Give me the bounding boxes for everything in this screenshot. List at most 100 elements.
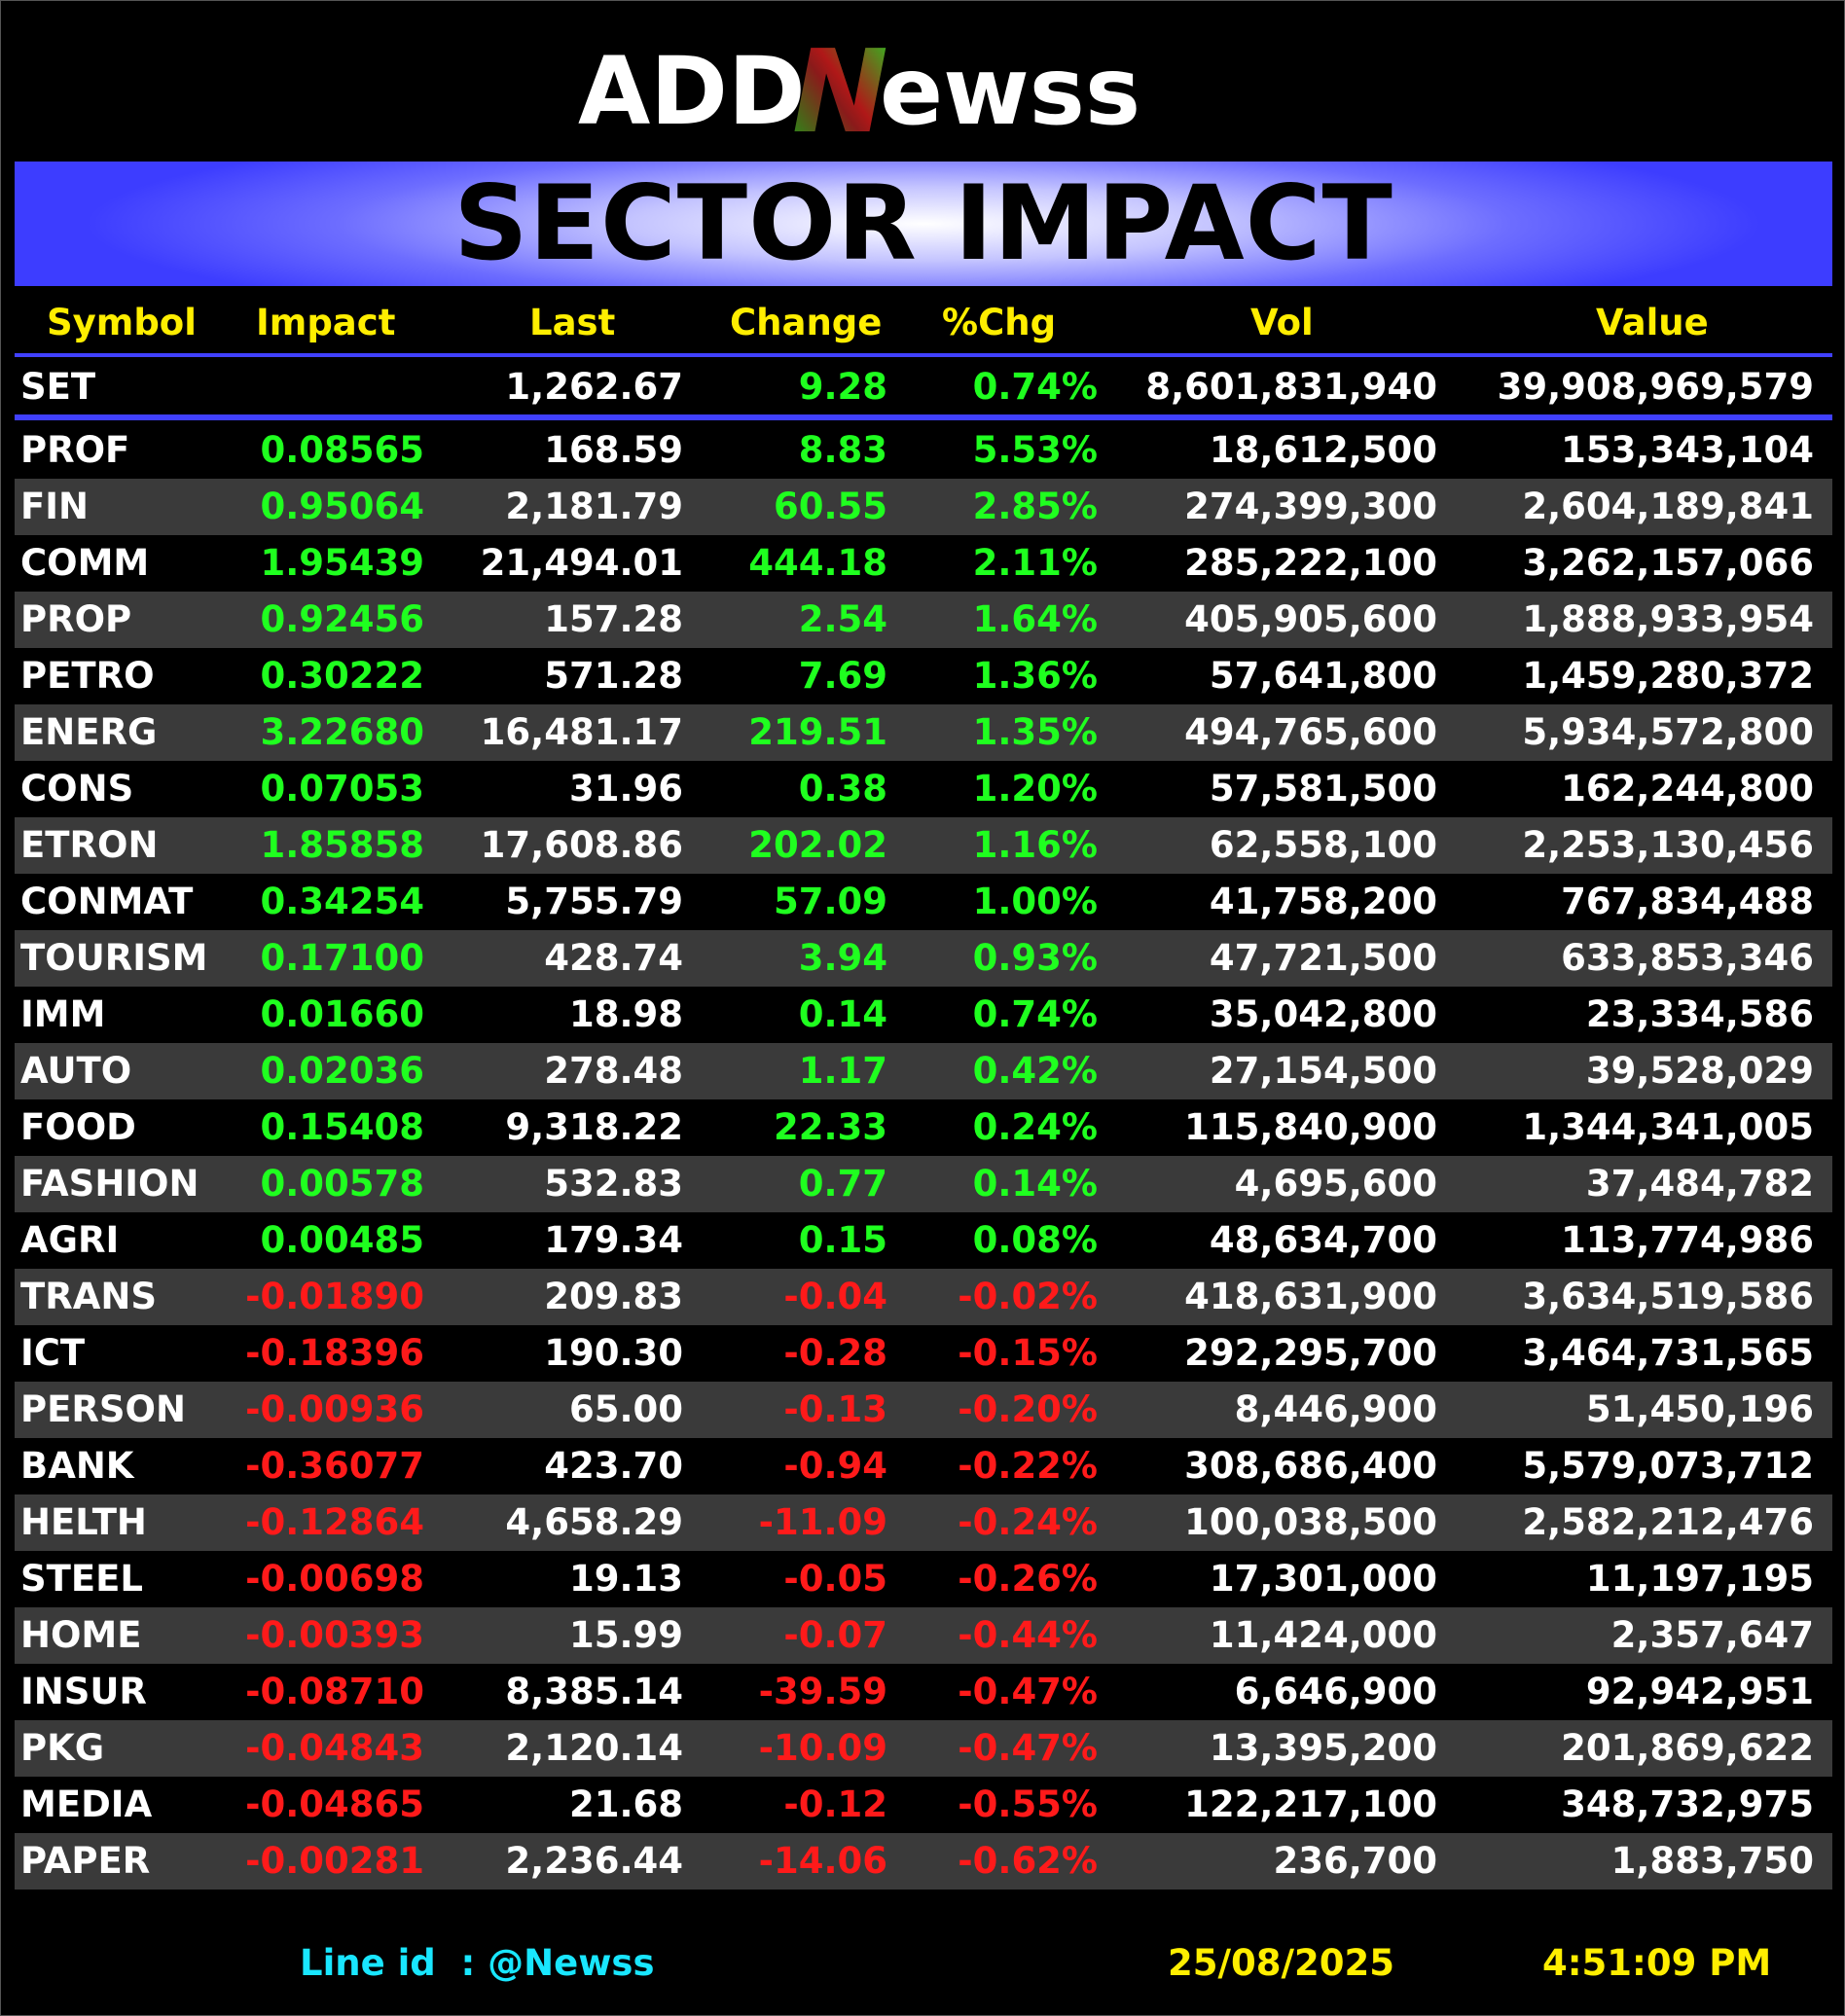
cell-last: 532.83 xyxy=(544,1163,683,1205)
cell-value: 39,908,969,579 xyxy=(1497,366,1814,408)
cell-vol: 11,424,000 xyxy=(1209,1614,1437,1656)
cell-impact: -0.00698 xyxy=(245,1558,424,1600)
table-row: PETRO 0.30222 571.28 7.69 1.36% 57,641,800 1,4… xyxy=(15,648,1832,704)
table-row: INSUR -0.08710 8,385.14 -39.59 -0.47% 6,646,9… xyxy=(15,1664,1832,1720)
banner-title: SECTOR IMPACT xyxy=(453,163,1393,283)
logo-text-add: ADD xyxy=(578,37,806,141)
cell-last: 571.28 xyxy=(544,655,683,697)
cell-last: 15.99 xyxy=(568,1614,683,1656)
cell-last: 19.13 xyxy=(568,1558,683,1600)
cell-pct-change: 2.85% xyxy=(972,486,1098,527)
cell-pct-change: -0.44% xyxy=(958,1614,1098,1656)
table-row: FIN 0.95064 2,181.79 60.55 2.85% 274,399,300 2… xyxy=(15,479,1832,535)
cell-value: 153,343,104 xyxy=(1561,429,1814,471)
logo-text-ewss: ewss xyxy=(880,37,1140,141)
cell-vol: 47,721,500 xyxy=(1209,937,1437,979)
table-row: HELTH -0.12864 4,658.29 -11.09 -0.24% 100,038… xyxy=(15,1494,1832,1551)
cell-change: 2.54 xyxy=(798,598,887,640)
cell-impact: 0.02036 xyxy=(260,1050,424,1092)
cell-change: 1.17 xyxy=(798,1050,887,1092)
cell-value: 51,450,196 xyxy=(1585,1388,1814,1430)
table-row: TRANS -0.01890 209.83 -0.04 -0.02% 418,631,90… xyxy=(15,1269,1832,1325)
cell-vol: 4,695,600 xyxy=(1234,1163,1437,1205)
table-row: PROP 0.92456 157.28 2.54 1.64% 405,905,600 1,8… xyxy=(15,592,1832,648)
header-value: Value xyxy=(1596,302,1709,343)
cell-symbol: IMM xyxy=(20,993,106,1035)
cell-symbol: PKG xyxy=(20,1727,105,1769)
table-row: STEEL -0.00698 19.13 -0.05 -0.26% 17,301,000 1… xyxy=(15,1551,1832,1607)
cell-value: 3,634,519,586 xyxy=(1522,1276,1814,1317)
cell-pct-change: -0.47% xyxy=(958,1671,1098,1712)
cell-vol: 100,038,500 xyxy=(1184,1501,1437,1543)
cell-pct-change: -0.02% xyxy=(958,1276,1098,1317)
cell-impact: 0.92456 xyxy=(260,598,424,640)
cell-last: 157.28 xyxy=(544,598,683,640)
cell-pct-change: 0.08% xyxy=(972,1219,1098,1261)
cell-impact: 3.22680 xyxy=(260,711,424,753)
header-rule xyxy=(15,353,1832,357)
cell-value: 5,934,572,800 xyxy=(1522,711,1814,753)
cell-last: 4,658.29 xyxy=(505,1501,683,1543)
cell-vol: 308,686,400 xyxy=(1184,1445,1437,1487)
cell-value: 1,888,933,954 xyxy=(1522,598,1814,640)
cell-last: 209.83 xyxy=(544,1276,683,1317)
cell-pct-change: 0.93% xyxy=(972,937,1098,979)
table-row: TOURISM 0.17100 428.74 3.94 0.93% 47,721,500 6… xyxy=(15,930,1832,987)
cell-change: 8.83 xyxy=(798,429,887,471)
cell-last: 21,494.01 xyxy=(480,542,683,584)
cell-impact: 0.34254 xyxy=(260,881,424,922)
cell-change: -0.13 xyxy=(783,1388,887,1430)
cell-value: 2,582,212,476 xyxy=(1522,1501,1814,1543)
cell-vol: 122,217,100 xyxy=(1184,1783,1437,1825)
table-row: MEDIA -0.04865 21.68 -0.12 -0.55% 122,217,100… xyxy=(15,1777,1832,1833)
cell-change: -0.05 xyxy=(783,1558,887,1600)
cell-pct-change: -0.47% xyxy=(958,1727,1098,1769)
cell-value: 23,334,586 xyxy=(1585,993,1814,1035)
cell-last: 5,755.79 xyxy=(505,881,683,922)
footer-line-id: Line id : @Newss xyxy=(300,1942,655,1984)
cell-impact: -0.12864 xyxy=(245,1501,424,1543)
cell-vol: 62,558,100 xyxy=(1209,824,1437,866)
cell-pct-change: 1.00% xyxy=(972,881,1098,922)
cell-vol: 494,765,600 xyxy=(1184,711,1437,753)
cell-impact: -0.18396 xyxy=(245,1332,424,1374)
cell-last: 1,262.67 xyxy=(505,366,683,408)
cell-symbol: BANK xyxy=(20,1445,134,1487)
cell-pct-change: 1.36% xyxy=(972,655,1098,697)
table-row: FASHION 0.00578 532.83 0.77 0.14% 4,695,600 37… xyxy=(15,1156,1832,1212)
cell-vol: 405,905,600 xyxy=(1184,598,1437,640)
table-row: ICT -0.18396 190.30 -0.28 -0.15% 292,295,700 3… xyxy=(15,1325,1832,1382)
cell-pct-change: -0.24% xyxy=(958,1501,1098,1543)
table-row: PKG -0.04843 2,120.14 -10.09 -0.47% 13,395,20… xyxy=(15,1720,1832,1777)
cell-symbol: FOOD xyxy=(20,1106,136,1148)
cell-vol: 292,295,700 xyxy=(1184,1332,1437,1374)
cell-impact: 0.00485 xyxy=(260,1219,424,1261)
cell-change: -0.12 xyxy=(783,1783,887,1825)
cell-value: 633,853,346 xyxy=(1561,937,1814,979)
index-row: SET 1,262.67 9.28 0.74% 8,601,831,940 39… xyxy=(15,359,1832,415)
cell-value: 11,197,195 xyxy=(1585,1558,1814,1600)
cell-change: 0.15 xyxy=(798,1219,887,1261)
cell-vol: 48,634,700 xyxy=(1209,1219,1437,1261)
table-row: PAPER -0.00281 2,236.44 -14.06 -0.62% 236,700… xyxy=(15,1833,1832,1890)
cell-last: 17,608.86 xyxy=(480,824,683,866)
cell-vol: 115,840,900 xyxy=(1184,1106,1437,1148)
cell-pct-change: 2.11% xyxy=(972,542,1098,584)
cell-change: 22.33 xyxy=(773,1106,887,1148)
cell-change: -10.09 xyxy=(758,1727,887,1769)
cell-vol: 236,700 xyxy=(1273,1840,1437,1882)
cell-vol: 285,222,100 xyxy=(1184,542,1437,584)
cell-impact: -0.00281 xyxy=(245,1840,424,1882)
cell-change: 444.18 xyxy=(748,542,887,584)
cell-symbol: PROP xyxy=(20,598,132,640)
cell-value: 39,528,029 xyxy=(1585,1050,1814,1092)
cell-value: 3,262,157,066 xyxy=(1522,542,1814,584)
table-row: FOOD 0.15408 9,318.22 22.33 0.24% 115,840,900… xyxy=(15,1099,1832,1156)
cell-pct-change: 0.14% xyxy=(972,1163,1098,1205)
cell-symbol: ENERG xyxy=(20,711,158,753)
cell-last: 21.68 xyxy=(568,1783,683,1825)
cell-symbol: AGRI xyxy=(20,1219,120,1261)
cell-value: 3,464,731,565 xyxy=(1522,1332,1814,1374)
header-impact: Impact xyxy=(256,302,396,343)
cell-vol: 8,446,900 xyxy=(1234,1388,1437,1430)
